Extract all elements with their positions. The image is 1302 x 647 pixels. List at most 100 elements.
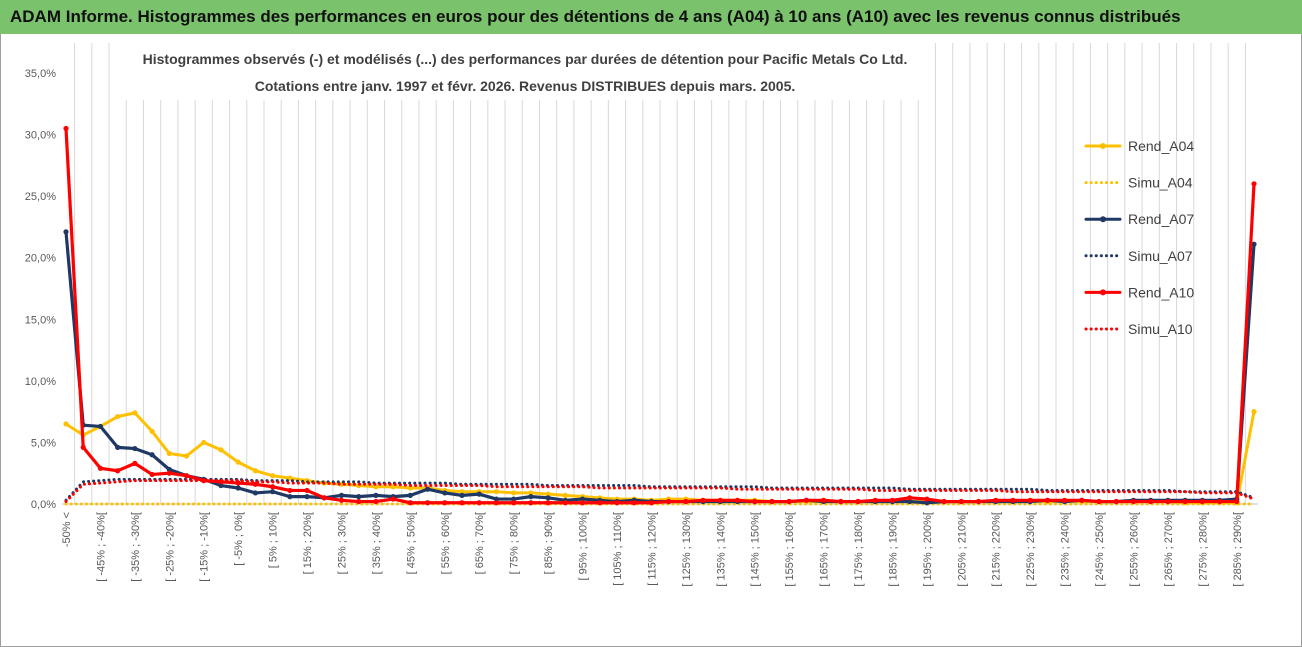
data-point-rend-a10 bbox=[132, 460, 138, 466]
data-point-rend-a07 bbox=[356, 494, 362, 500]
data-point-rend-a10 bbox=[717, 497, 723, 503]
series-lines bbox=[63, 125, 1257, 506]
data-point-rend-a10 bbox=[855, 498, 861, 505]
data-point-rend-a10 bbox=[838, 498, 844, 505]
data-point-rend-a10 bbox=[1165, 498, 1171, 505]
data-point-rend-a10 bbox=[1251, 181, 1257, 187]
x-tick-label: [ 225% ; 230%[ bbox=[1025, 512, 1037, 587]
vertical-gridlines bbox=[74, 43, 1246, 504]
x-tick-label: [ 165% ; 170%[ bbox=[819, 512, 831, 587]
data-point-rend-a10 bbox=[1010, 497, 1016, 503]
data-point-rend-a04 bbox=[149, 428, 155, 434]
legend-marker-rend-a07 bbox=[1100, 216, 1106, 223]
data-point-rend-a10 bbox=[80, 444, 86, 450]
data-point-rend-a10 bbox=[63, 125, 69, 132]
data-point-rend-a10 bbox=[476, 500, 482, 506]
series-line-rend-a10 bbox=[64, 126, 1256, 505]
data-point-rend-a10 bbox=[752, 498, 758, 505]
data-point-rend-a10 bbox=[287, 487, 293, 494]
data-point-rend-a07 bbox=[304, 494, 310, 500]
data-point-rend-a04 bbox=[545, 491, 551, 497]
data-point-rend-a10 bbox=[631, 500, 637, 506]
chart-title: Histogrammes observés (-) et modélisés (… bbox=[143, 51, 908, 67]
legend-label-rend-a04: Rend_A04 bbox=[1128, 138, 1194, 154]
data-point-rend-a10 bbox=[597, 500, 603, 506]
data-point-rend-a04 bbox=[1251, 409, 1257, 415]
data-point-rend-a10 bbox=[734, 497, 741, 503]
data-point-rend-a10 bbox=[1096, 498, 1102, 505]
data-point-rend-a07 bbox=[407, 492, 413, 498]
x-tick-label: [ 275% ; 280%[ bbox=[1197, 512, 1209, 587]
data-point-rend-a07 bbox=[511, 496, 517, 502]
data-point-rend-a07 bbox=[287, 494, 293, 500]
x-tick-label: [ -35% ; -30%[ bbox=[130, 512, 142, 582]
x-tick-label: [ 55% ; 60%[ bbox=[440, 512, 452, 574]
data-point-rend-a07 bbox=[579, 496, 586, 502]
x-tick-label: [ 145% ; 150%[ bbox=[750, 512, 762, 587]
data-point-rend-a10 bbox=[579, 500, 586, 506]
axis-labels: 0,0% 5,0% 10,0% 15,0% 20,0% 25,0% 30,0% 35,0% -5… bbox=[25, 68, 1244, 587]
x-tick-label: [ 65% ; 70%[ bbox=[474, 512, 486, 574]
legend-marker-rend-a04 bbox=[1100, 143, 1106, 149]
x-tick-label: [ 135% ; 140%[ bbox=[715, 512, 727, 587]
data-point-rend-a10 bbox=[407, 500, 413, 506]
data-point-rend-a07 bbox=[63, 229, 69, 235]
x-tick-label: [ -45% ; -40%[ bbox=[95, 512, 107, 582]
data-point-rend-a10 bbox=[648, 500, 654, 506]
x-tick-label: [ 15% ; 20%[ bbox=[302, 512, 314, 574]
x-tick-label: [ 195% ; 200%[ bbox=[922, 512, 934, 587]
x-tick-label: [ 215% ; 220%[ bbox=[991, 512, 1003, 587]
data-point-rend-a10 bbox=[1182, 498, 1188, 505]
data-point-rend-a04 bbox=[562, 492, 568, 498]
data-point-rend-a10 bbox=[149, 471, 155, 478]
data-point-rend-a10 bbox=[338, 497, 345, 503]
report-header: ADAM Informe. Histogrammes des performan… bbox=[0, 0, 1302, 34]
data-point-rend-a10 bbox=[201, 478, 207, 484]
data-point-rend-a07 bbox=[424, 486, 431, 492]
data-point-rend-a07 bbox=[97, 423, 104, 430]
data-point-rend-a10 bbox=[1113, 498, 1119, 505]
x-tick-label: [ 125% ; 130%[ bbox=[681, 512, 693, 587]
chart-title-background bbox=[118, 42, 928, 100]
data-point-rend-a04 bbox=[166, 450, 172, 457]
data-point-rend-a04 bbox=[528, 490, 534, 496]
data-point-rend-a04 bbox=[407, 485, 413, 491]
data-point-rend-a10 bbox=[562, 500, 568, 506]
data-point-rend-a04 bbox=[183, 453, 190, 459]
x-tick-label: [ 255% ; 260%[ bbox=[1128, 512, 1140, 587]
x-tick-label: [ 155% ; 160%[ bbox=[784, 512, 796, 587]
data-point-rend-a04 bbox=[459, 489, 465, 495]
data-point-rend-a10 bbox=[1079, 497, 1085, 503]
data-point-rend-a04 bbox=[493, 489, 500, 495]
data-point-rend-a04 bbox=[201, 439, 207, 446]
data-point-rend-a07 bbox=[218, 482, 224, 489]
x-tick-label: [ 265% ; 270%[ bbox=[1163, 512, 1175, 587]
data-point-rend-a10 bbox=[442, 500, 448, 506]
y-tick-label: 5,0% bbox=[31, 437, 56, 449]
data-point-rend-a07 bbox=[493, 496, 500, 502]
data-point-rend-a10 bbox=[115, 468, 121, 474]
data-point-rend-a10 bbox=[459, 500, 465, 506]
data-point-rend-a10 bbox=[924, 496, 930, 502]
data-point-rend-a10 bbox=[511, 500, 517, 506]
data-point-rend-a04 bbox=[287, 475, 293, 481]
x-tick-label: [ 235% ; 240%[ bbox=[1060, 512, 1072, 587]
data-point-rend-a07 bbox=[149, 452, 155, 458]
data-point-rend-a07 bbox=[115, 444, 121, 450]
data-point-rend-a10 bbox=[166, 470, 172, 476]
data-point-rend-a10 bbox=[1234, 498, 1240, 505]
data-point-rend-a07 bbox=[1251, 241, 1257, 247]
chart-subtitle: Cotations entre janv. 1997 et févr. 2026… bbox=[255, 78, 796, 94]
data-point-rend-a10 bbox=[545, 500, 551, 506]
data-point-rend-a07 bbox=[235, 485, 241, 491]
data-point-rend-a10 bbox=[1199, 498, 1205, 505]
data-point-rend-a10 bbox=[1148, 498, 1154, 505]
data-point-rend-a10 bbox=[907, 495, 913, 501]
data-point-rend-a10 bbox=[1216, 498, 1223, 505]
data-point-rend-a04 bbox=[63, 421, 69, 427]
data-point-rend-a10 bbox=[1027, 497, 1033, 503]
x-tick-label: [ 35% ; 40%[ bbox=[371, 512, 383, 574]
x-tick-label: [ 185% ; 190%[ bbox=[887, 512, 899, 587]
legend: Rend_A04 Simu_A04 Rend_A07 Simu_A07 Rend_A10… bbox=[1084, 138, 1194, 337]
